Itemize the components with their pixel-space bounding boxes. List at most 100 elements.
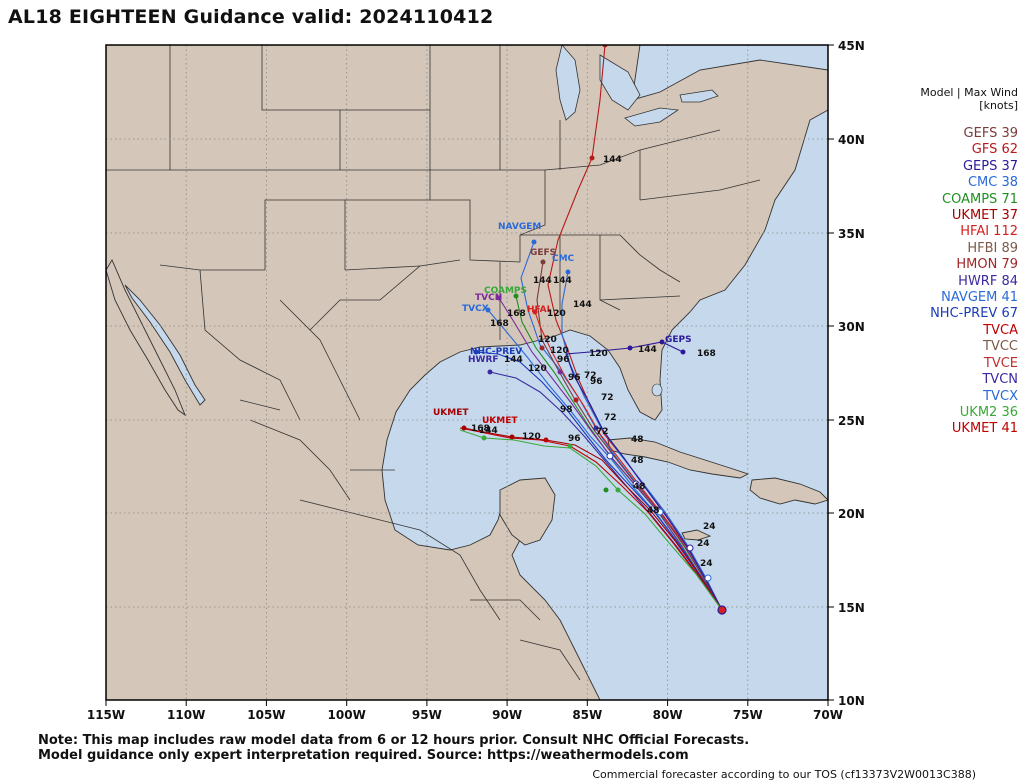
label-ukmet-mid: UKMET	[482, 416, 518, 426]
note-line-1: Note: This map includes raw model data f…	[38, 733, 750, 748]
legend-item: NHC-PREV 67	[930, 306, 1018, 322]
hour-label: 72	[596, 427, 609, 437]
label-tvcn: TVCN	[475, 293, 502, 303]
hour-label: 24	[703, 522, 716, 532]
jamaica-land	[681, 529, 712, 541]
label-cmc: CMC	[552, 254, 575, 264]
hour-label: 72	[604, 413, 617, 423]
disclaimer-note: Note: This map includes raw model data f…	[38, 733, 749, 763]
hour-label: 120	[547, 309, 566, 319]
legend-header: Model | Max Wind [knots]	[900, 86, 1018, 112]
label-tvcx: TVCX	[462, 304, 489, 314]
hour-label: 144	[504, 355, 523, 365]
hour-label: 120	[550, 346, 569, 356]
baja-california-land	[106, 259, 186, 417]
track-geps	[565, 341, 723, 611]
hour-label: 144	[638, 345, 657, 355]
legend-item: GFS 62	[971, 142, 1018, 158]
cuba-land	[607, 437, 750, 479]
legend-item: HMON 79	[956, 257, 1018, 273]
hour-label: 120	[522, 432, 541, 442]
label-gefs: GEFS	[530, 248, 556, 258]
forecast-hour-labels: 144 144 144 144 144 144 144 168 168 168 …	[471, 155, 716, 569]
legend-rows: GEFS 39 GFS 62 GEPS 37 CMC 38 COAMPS 71 UKMET…	[900, 126, 1018, 438]
hour-label: 144	[573, 300, 592, 310]
hour-label: 144	[553, 276, 572, 286]
lat-tick-label: 25N	[838, 414, 865, 428]
legend-item: NAVGEM 41	[941, 290, 1018, 306]
hour-label: 72	[584, 371, 597, 381]
hour-label: 96	[568, 434, 581, 444]
lon-tick-label: 85W	[572, 708, 602, 722]
hour-label: 24	[697, 539, 710, 549]
model-legend: Model | Max Wind [knots] GEFS 39 GFS 62 GE…	[900, 86, 1018, 438]
lat-tick-label: 10N	[838, 694, 865, 708]
lat-tick-label: 20N	[838, 507, 865, 521]
hour-label: 48	[647, 506, 660, 516]
hispaniola-land	[749, 477, 828, 505]
track-ukmet-1	[463, 427, 723, 611]
lon-tick-label: 90W	[492, 708, 522, 722]
lon-tick-label: 95W	[412, 708, 442, 722]
track-nhc	[475, 351, 723, 611]
lon-tick-label: 110W	[167, 708, 205, 722]
yucatan-land	[499, 477, 556, 546]
lat-tick-label: 35N	[838, 227, 865, 241]
legend-item: HFBI 89	[967, 240, 1018, 256]
hour-label: 96	[590, 377, 603, 387]
legend-header-title: Model | Max Wind	[920, 86, 1018, 99]
tos-notice: Commercial forecaster according to our T…	[592, 768, 976, 781]
hour-label: 24	[700, 559, 713, 569]
hour-label: 48	[631, 456, 644, 466]
longitude-axis: 115W 110W 105W 100W 95W 90W 85W 80W 75W …	[87, 700, 843, 722]
hour-label: 168	[490, 319, 509, 329]
lat-tick-label: 15N	[838, 601, 865, 615]
hour-label: 168	[471, 424, 490, 434]
hour-label: 144	[479, 426, 498, 436]
track-name-labels: NAVGEM GEFS CMC COAMPS TVCN TVCX HFAI NH…	[433, 222, 692, 426]
lat-tick-label: 40N	[838, 133, 865, 147]
forecast-tracks	[459, 45, 723, 611]
note-line-2: Model guidance only expert interpretatio…	[38, 748, 689, 763]
lake-michigan	[555, 45, 581, 121]
hour-label: 96	[557, 355, 570, 365]
latitude-axis: 45N 40N 35N 30N 25N 20N 15N 10N	[828, 39, 865, 708]
lat-tick-label: 30N	[838, 320, 865, 334]
lon-tick-label: 115W	[87, 708, 125, 722]
track-gefs	[536, 261, 723, 611]
legend-item: TVCE	[983, 355, 1018, 371]
hour-label: 96	[568, 373, 581, 383]
track-navgem	[520, 241, 723, 611]
label-hwrf: HWRF	[468, 355, 499, 365]
label-coamps: COAMPS	[484, 286, 527, 296]
legend-item: TVCX	[983, 388, 1018, 404]
hour-label: 168	[697, 349, 716, 359]
hour-label: 144	[533, 276, 552, 286]
label-navgem: NAVGEM	[498, 222, 541, 232]
gulf-of-california	[124, 284, 206, 406]
legend-item: UKM2 36	[959, 404, 1018, 420]
lon-tick-label: 100W	[328, 708, 366, 722]
map-frame	[105, 44, 829, 701]
legend-item: UKMET 41	[951, 421, 1018, 437]
legend-item: TVCC	[983, 339, 1018, 355]
lake-okeechobee	[651, 383, 663, 397]
label-ukmet-west: UKMET	[433, 408, 469, 418]
political-borders	[106, 45, 761, 681]
lon-tick-label: 75W	[733, 708, 763, 722]
hour-label: 98	[560, 405, 573, 415]
lake-erie	[624, 107, 680, 127]
hour-label: 48	[631, 435, 644, 445]
lon-tick-label: 70W	[813, 708, 843, 722]
legend-item: GEFS 39	[963, 126, 1018, 141]
track-ukmet-2	[459, 427, 723, 611]
legend-item: HWRF 84	[958, 273, 1018, 289]
legend-item: UKMET 37	[951, 208, 1018, 224]
lake-ontario	[679, 89, 719, 103]
legend-item: GEPS 37	[962, 158, 1018, 174]
track-tvcn	[498, 297, 723, 611]
hour-label: 120	[528, 364, 547, 374]
hour-label: 168	[507, 309, 526, 319]
track-hwrf	[489, 371, 723, 611]
